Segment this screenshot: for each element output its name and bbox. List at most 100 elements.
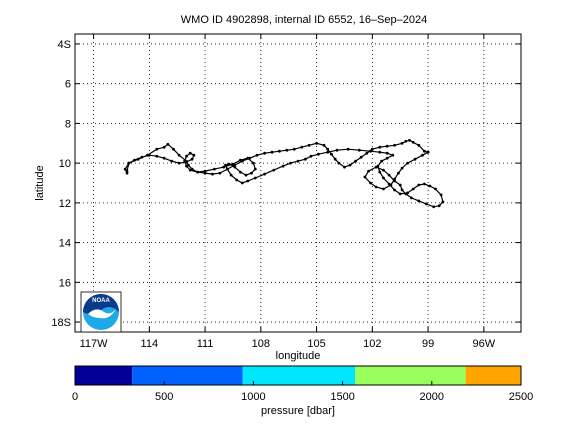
trajectory-point bbox=[170, 159, 174, 163]
trajectory-point bbox=[240, 181, 244, 185]
trajectory-point bbox=[140, 155, 144, 159]
trajectory-point bbox=[385, 151, 389, 155]
trajectory-point bbox=[185, 154, 188, 158]
trajectory-point bbox=[421, 153, 424, 157]
trajectory-point bbox=[423, 182, 426, 186]
colorbar-band bbox=[132, 366, 243, 385]
x-tick-labels: 117W 114 111 108 105 102 99 96W bbox=[80, 338, 496, 350]
trajectory-point bbox=[348, 163, 352, 167]
trajectory-point bbox=[370, 147, 374, 151]
trajectory-point bbox=[439, 193, 443, 197]
trajectory-point bbox=[326, 150, 330, 154]
trajectory-point bbox=[133, 158, 136, 162]
trajectory-point bbox=[127, 161, 131, 165]
trajectory-point bbox=[231, 162, 235, 166]
trajectory-point bbox=[423, 149, 426, 153]
trajectory-point bbox=[424, 202, 428, 206]
trajectory-point bbox=[376, 164, 380, 168]
trajectory-point bbox=[188, 151, 192, 155]
y-tick-label: 4S bbox=[58, 39, 71, 51]
x-tick-label: 111 bbox=[197, 338, 214, 350]
trajectory-point bbox=[363, 175, 367, 179]
trajectory-point bbox=[125, 169, 129, 173]
trajectory-point bbox=[218, 171, 222, 175]
x-tick-label: 114 bbox=[141, 338, 159, 350]
trajectory-point bbox=[417, 183, 421, 187]
colorbar-tick-label: 2500 bbox=[509, 391, 533, 403]
trajectory-point bbox=[272, 168, 276, 172]
trajectory-point bbox=[428, 184, 432, 188]
trajectory-point bbox=[335, 148, 339, 152]
trajectory-point bbox=[162, 145, 166, 149]
trajectory-point bbox=[326, 147, 330, 151]
trajectory-point bbox=[398, 192, 402, 196]
x-tick-label: 96W bbox=[473, 338, 496, 350]
trajectory-point bbox=[317, 152, 320, 156]
y-tick-label: 18S bbox=[51, 317, 71, 329]
trajectory-point bbox=[253, 176, 257, 180]
trajectory-point bbox=[136, 157, 140, 161]
trajectory-point bbox=[385, 156, 389, 160]
x-tick-label: 99 bbox=[422, 338, 434, 350]
logo-text: NOAA bbox=[92, 298, 110, 304]
trajectory-point bbox=[155, 147, 159, 151]
trajectory-point bbox=[382, 187, 385, 191]
trajectory-point bbox=[437, 204, 441, 208]
trajectory-point bbox=[367, 169, 370, 173]
trajectory-point bbox=[333, 157, 337, 161]
plot-frame bbox=[74, 33, 522, 333]
trajectory-point bbox=[263, 151, 266, 155]
colorbar-bands bbox=[75, 366, 521, 385]
trajectory-point bbox=[270, 150, 274, 154]
trajectory-point bbox=[278, 149, 281, 153]
trajectory-point bbox=[229, 173, 233, 177]
trajectory-point bbox=[177, 161, 181, 165]
colorbar-band bbox=[75, 366, 133, 385]
colorbar-tick-label: 1000 bbox=[241, 391, 265, 403]
trajectory-point bbox=[177, 153, 181, 157]
trajectory-point bbox=[162, 156, 166, 160]
trajectory-point bbox=[406, 191, 409, 195]
trajectory-point bbox=[147, 153, 151, 157]
trajectory-point bbox=[226, 167, 229, 171]
trajectory-point bbox=[387, 173, 391, 177]
trajectory-point bbox=[434, 187, 437, 191]
trajectory-point bbox=[211, 172, 214, 176]
trajectory-point bbox=[300, 145, 304, 149]
trajectory-point bbox=[307, 143, 311, 147]
trajectory-point bbox=[250, 171, 253, 175]
trajectory-point bbox=[224, 163, 227, 167]
trajectory-point bbox=[125, 171, 129, 175]
grid-lines bbox=[75, 34, 521, 332]
trajectory-point bbox=[426, 150, 430, 154]
trajectory-point bbox=[337, 161, 341, 165]
trajectory-point bbox=[374, 185, 378, 189]
plot-area bbox=[75, 34, 521, 332]
trajectory-point bbox=[417, 143, 421, 147]
trajectory-point bbox=[378, 150, 382, 154]
trajectory-point bbox=[296, 159, 300, 163]
colorbar-label: pressure [dbar] bbox=[261, 405, 335, 417]
trajectory-point bbox=[378, 170, 382, 174]
trajectory-point bbox=[235, 178, 239, 182]
trajectory-point bbox=[378, 145, 382, 149]
colorbar-tick-label: 0 bbox=[72, 391, 78, 403]
trajectory-point bbox=[155, 154, 159, 158]
y-tick-label: 12 bbox=[59, 198, 71, 210]
trajectory-point bbox=[285, 148, 289, 152]
trajectory-point bbox=[239, 170, 242, 174]
y-tick-label: 10 bbox=[59, 158, 71, 170]
trajectory-point bbox=[188, 168, 192, 172]
trajectory-point bbox=[203, 169, 207, 173]
colorbar-frame bbox=[74, 365, 522, 386]
trajectory-point bbox=[166, 142, 170, 146]
trajectory-point bbox=[369, 181, 372, 185]
trajectory-point bbox=[213, 167, 216, 171]
trajectory-point bbox=[441, 200, 445, 204]
trajectory-point bbox=[393, 143, 396, 147]
trajectory-point bbox=[255, 153, 259, 157]
trajectory-point bbox=[400, 141, 404, 145]
trajectory-point bbox=[246, 156, 250, 160]
y-tick-label: 8 bbox=[65, 118, 71, 130]
trajectory-point bbox=[417, 199, 421, 203]
